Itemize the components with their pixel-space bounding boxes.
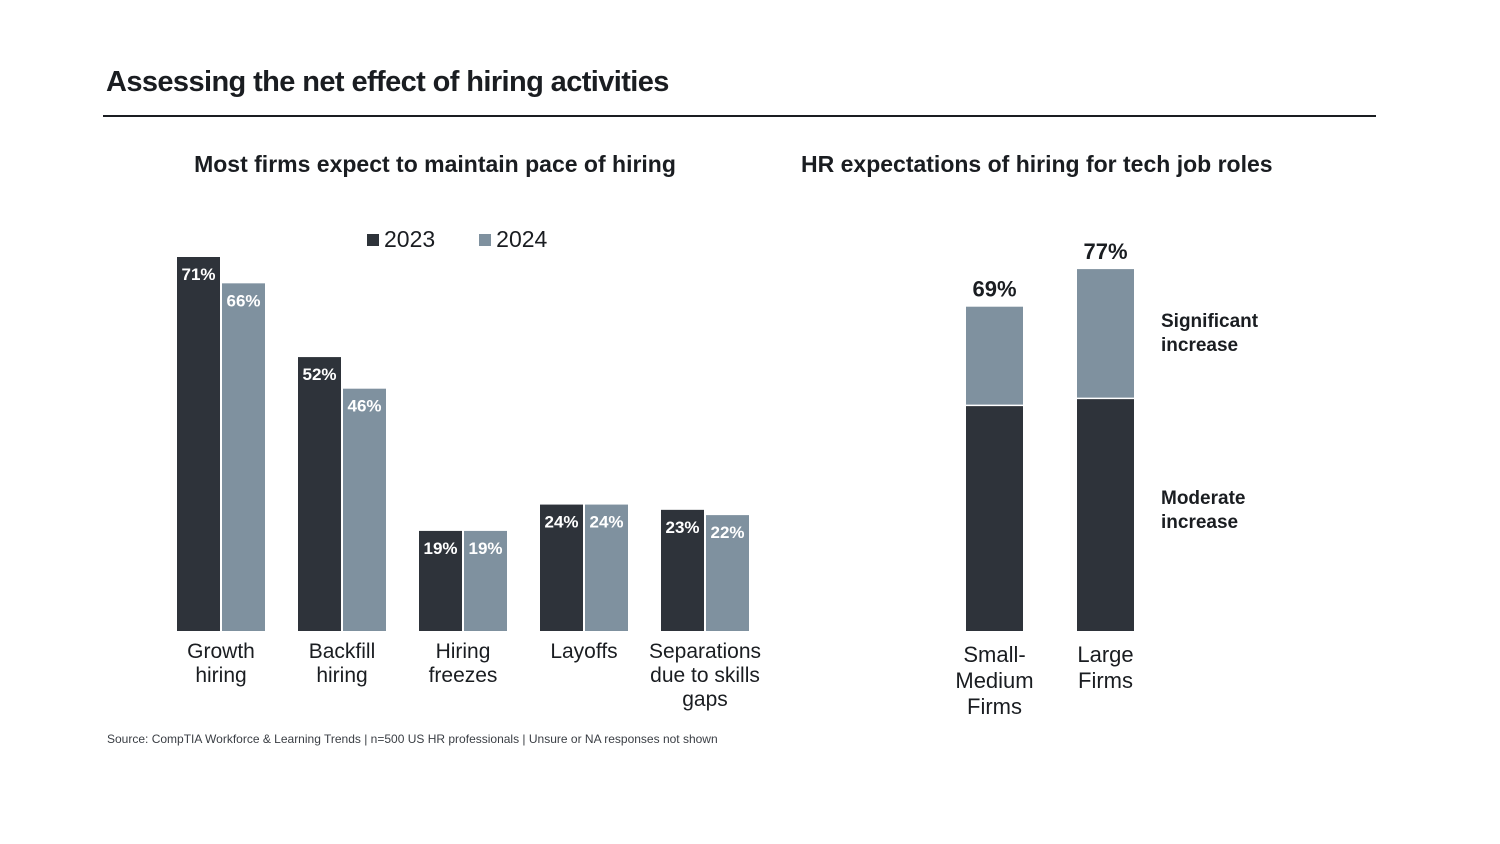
bar-2023-1 [298,357,341,631]
bar-label-2023-2: 19% [423,539,457,558]
category-label-1-1: hiring [316,664,367,687]
bar-label-2023-0: 71% [181,265,215,284]
bar-label-2023-3: 24% [544,513,578,532]
stack-category-label-0-1: Medium [955,668,1033,693]
category-label-4-2: gaps [682,688,728,711]
category-label-4-1: due to skills [650,664,760,687]
bar-label-2024-2: 19% [468,539,502,558]
category-label-2-1: freezes [429,664,498,687]
category-label-0-0: Growth [187,640,255,663]
stack-segment-0-1 [966,307,1023,406]
bar-2024-1 [343,389,386,631]
stack-total-1: 77% [1083,239,1127,264]
category-label-4-0: Separations [649,640,761,663]
bar-label-2024-1: 46% [347,397,381,416]
bar-label-2023-1: 52% [302,365,336,384]
bar-label-2023-4: 23% [665,518,699,537]
category-label-0-1: hiring [195,664,246,687]
stack-segment-0-0 [966,405,1023,631]
stack-total-0: 69% [972,277,1016,302]
category-label-2-0: Hiring [436,640,491,663]
charts-canvas: 71%66%Growthhiring52%46%Backfillhiring19… [0,0,1500,844]
series-label-1-1: increase [1161,335,1238,356]
bar-2024-0 [222,283,265,631]
source-note: Source: CompTIA Workforce & Learning Tre… [107,732,718,746]
series-label-1-0: Significant [1161,311,1259,332]
stack-segment-1-1 [1077,269,1134,398]
series-label-0-0: Moderate [1161,488,1245,509]
stack-category-label-1-0: Large [1077,642,1133,667]
bar-label-2024-4: 22% [710,523,744,542]
stack-category-label-0-2: Firms [967,694,1022,719]
series-label-0-1: increase [1161,512,1238,533]
stack-segment-1-0 [1077,398,1134,631]
stack-category-label-0-0: Small- [963,642,1025,667]
stack-category-label-1-1: Firms [1078,668,1133,693]
category-label-3-0: Layoffs [550,640,617,663]
bar-2023-0 [177,257,220,631]
category-label-1-0: Backfill [309,640,376,663]
bar-label-2024-3: 24% [589,513,623,532]
bar-label-2024-0: 66% [226,291,260,310]
